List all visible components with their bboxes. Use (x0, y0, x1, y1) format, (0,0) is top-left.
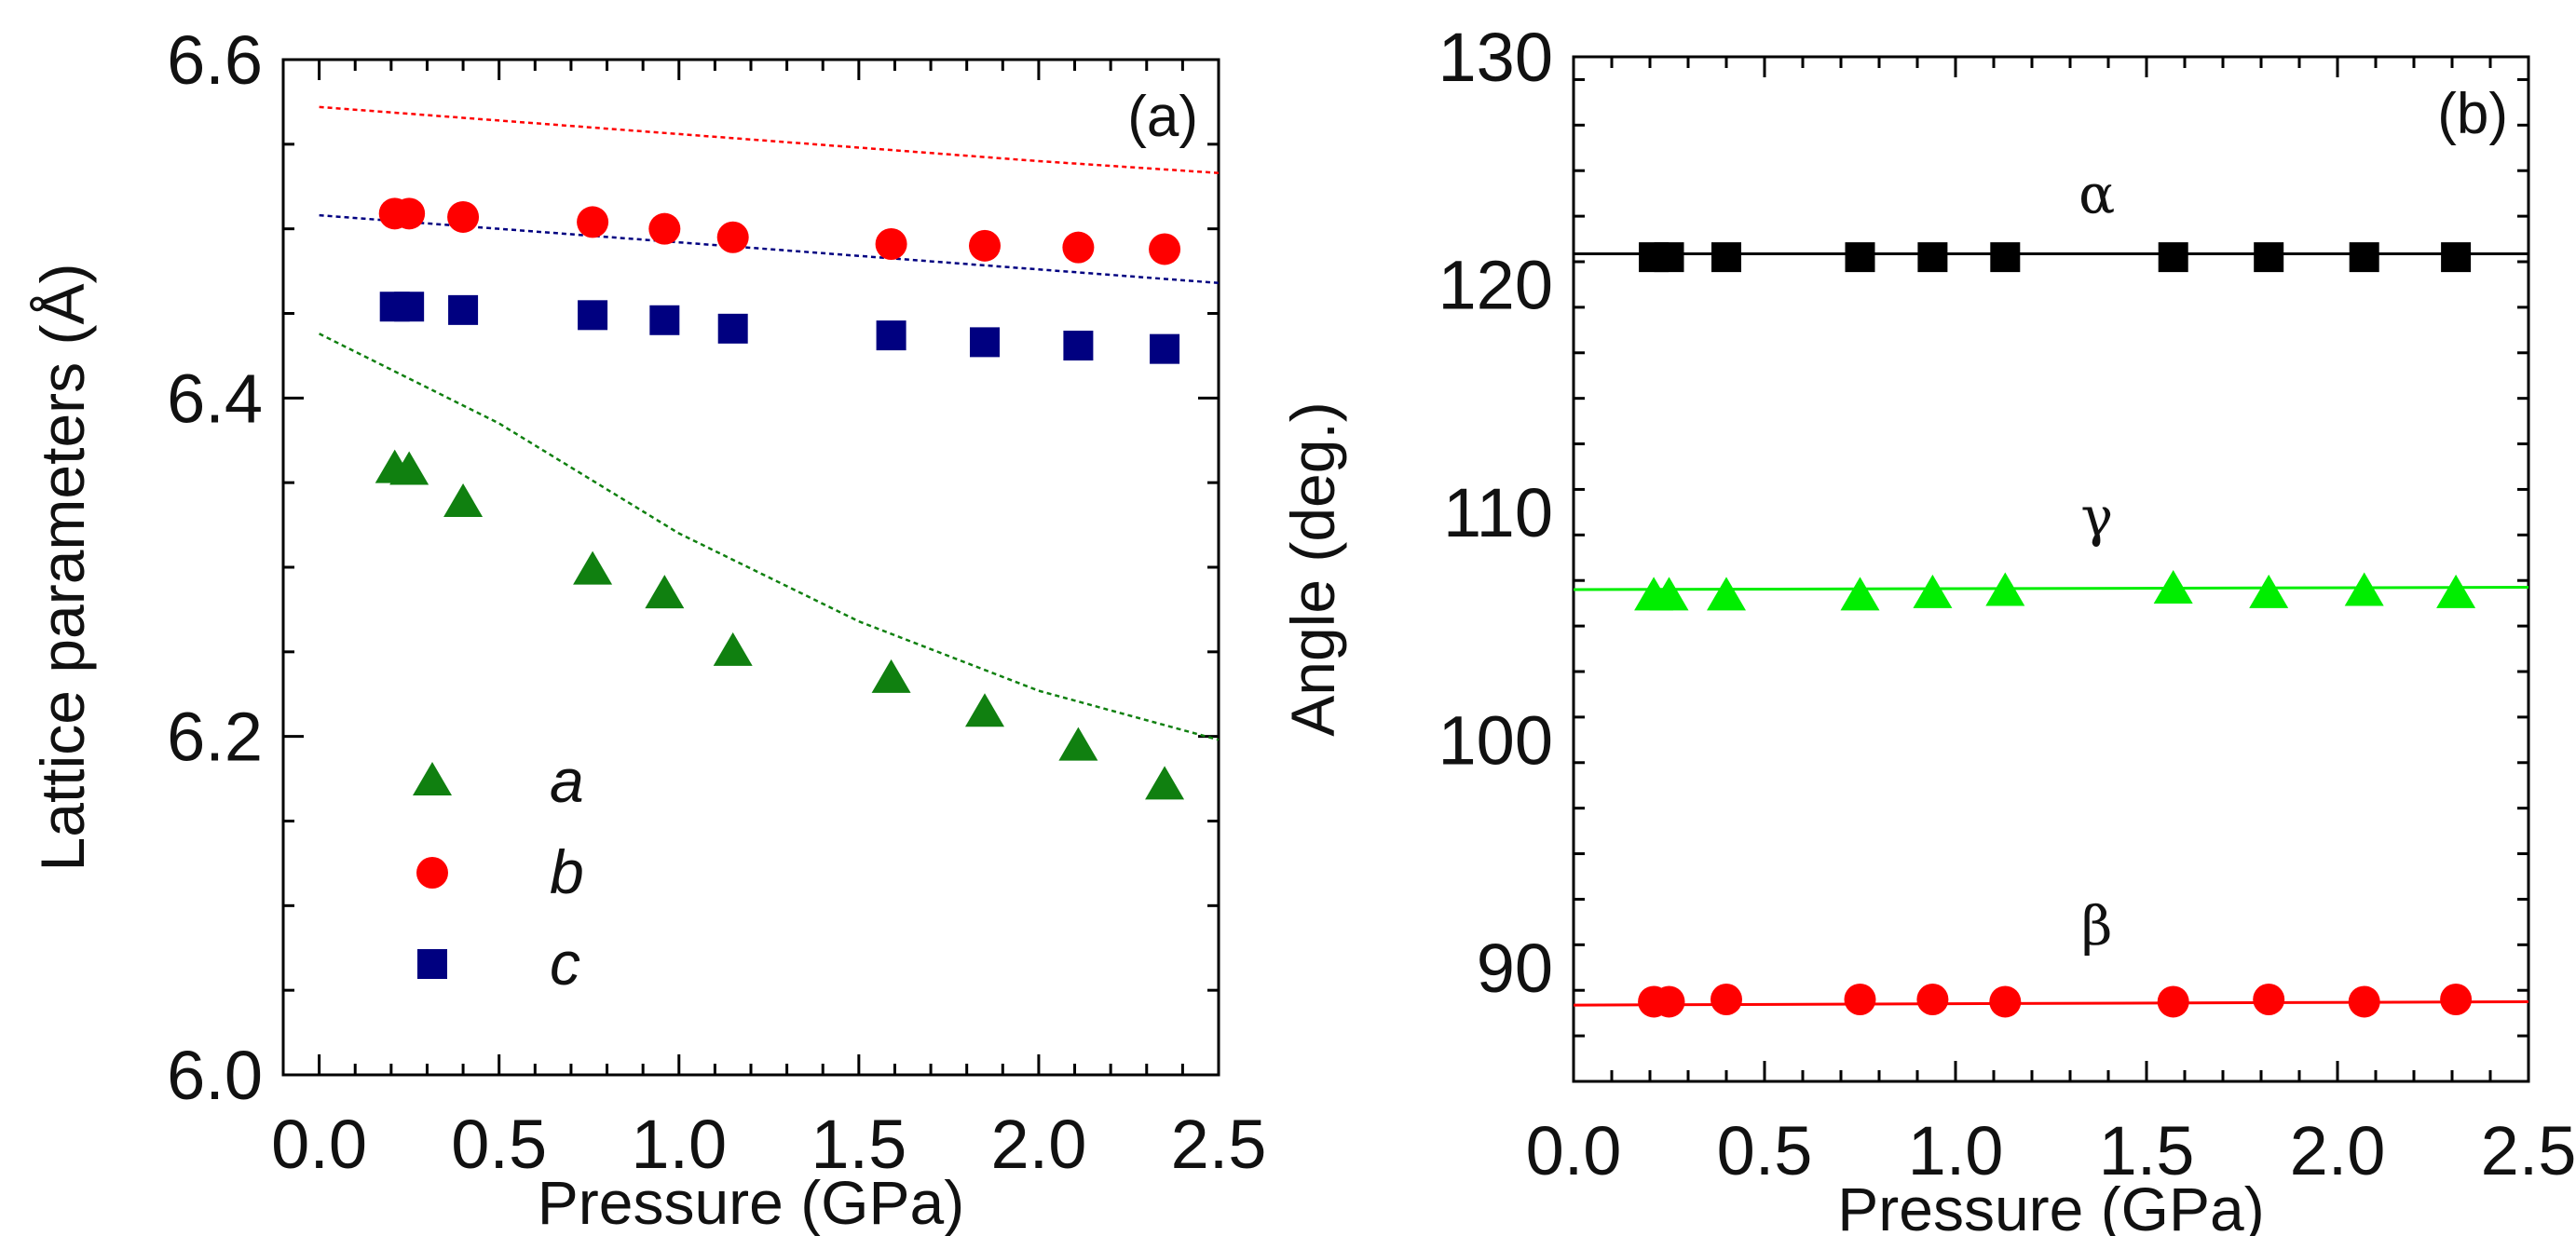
data-point-β (2440, 984, 2473, 1015)
y-tick-label: 6.6 (167, 21, 263, 99)
data-point-α (1917, 242, 1948, 273)
legend-marker-b (416, 857, 448, 889)
data-point-α (2158, 242, 2188, 273)
x-tick-label: 1.5 (811, 1106, 906, 1183)
data-point-a (713, 632, 753, 666)
y-axis-title: Angle (deg.) (1278, 401, 1347, 737)
data-point-a (443, 482, 484, 517)
plot-frame (1572, 55, 2530, 1083)
x-tick-label: 0.5 (451, 1106, 547, 1183)
data-point-b (393, 197, 426, 230)
panel-a: 0.0 0.5 1.0 1.5 2.0 2.5 6.0 6.2 6.4 6.6 Pressure (… (28, 21, 1266, 1236)
x-tick-label: 0.5 (1717, 1112, 1813, 1189)
series-label: α (2079, 162, 2115, 225)
x-tick-label: 2.5 (1171, 1106, 1267, 1183)
y-tick-label: 110 (1443, 474, 1553, 551)
data-point-β (1844, 984, 1876, 1015)
data-point-c (876, 320, 906, 351)
x-axis-title: Pressure (GPa) (1837, 1175, 2264, 1236)
panel-label: (b) (2437, 82, 2508, 146)
data-point-b (1149, 233, 1181, 265)
x-axis-title: Pressure (GPa) (538, 1168, 964, 1236)
panel-b: 0.0 0.5 1.0 1.5 2.0 2.5 90 100 110 120 130 Pressure… (1278, 19, 2576, 1236)
data-point-c (578, 300, 608, 331)
plot-frame (281, 58, 1220, 1077)
y-tick-label: 6.2 (167, 699, 263, 776)
data-point-c (394, 292, 425, 322)
x-tick-label: 1.0 (1908, 1112, 2004, 1189)
data-point-a (871, 659, 911, 693)
y-tick-label: 6.4 (167, 360, 263, 437)
y-tick-label: 90 (1477, 930, 1553, 1007)
data-point-b (875, 228, 907, 261)
data-point-b (969, 229, 1001, 262)
data-point-α (1845, 242, 1875, 273)
x-tick-label: 0.0 (271, 1106, 367, 1183)
data-point-α (2441, 242, 2472, 273)
data-point-c (1150, 333, 1180, 364)
data-point-c (649, 305, 680, 335)
data-point-β (1653, 985, 1685, 1018)
legend-label: c (550, 929, 580, 998)
fit-line-b-fit (319, 105, 1220, 174)
data-point-c (970, 327, 1000, 358)
data-point-b (1062, 231, 1095, 264)
data-point-γ (2249, 574, 2289, 608)
y-tick-label: 100 (1438, 701, 1553, 779)
data-point-a (965, 693, 1004, 727)
data-point-β (2253, 984, 2285, 1015)
data-point-b (648, 212, 681, 245)
data-point-β (1711, 984, 1742, 1015)
x-tick-label: 2.0 (990, 1106, 1086, 1183)
data-point-β (1916, 984, 1949, 1015)
data-point-a (573, 550, 613, 585)
data-point-b (577, 206, 609, 238)
legend-label: b (550, 837, 584, 906)
legend-label: a (550, 746, 584, 815)
legend-marker-a (413, 762, 452, 795)
x-tick-label: 2.5 (2481, 1112, 2576, 1189)
series-label: β (2081, 894, 2113, 958)
x-tick-label: 1.5 (2099, 1112, 2195, 1189)
data-point-a (1058, 727, 1098, 761)
data-point-α (1711, 242, 1741, 273)
data-point-a (645, 575, 685, 609)
data-point-β (1989, 985, 2022, 1018)
data-point-β (2348, 985, 2380, 1018)
y-tick-label: 120 (1438, 246, 1553, 323)
data-point-α (1654, 242, 1684, 273)
data-point-γ (1913, 574, 1953, 608)
data-point-γ (2436, 574, 2476, 608)
y-tick-label: 6.0 (167, 1037, 263, 1114)
series-label: γ (2080, 485, 2113, 549)
data-point-b (447, 200, 480, 233)
data-point-α (2349, 242, 2379, 273)
data-point-γ (2153, 570, 2193, 604)
data-point-β (2157, 985, 2189, 1018)
data-point-γ (1707, 577, 1746, 611)
y-tick-label: 130 (1438, 19, 1553, 96)
x-tick-label: 1.0 (631, 1106, 727, 1183)
data-point-c (717, 313, 748, 344)
legend-marker-c (417, 949, 447, 979)
data-point-γ (1985, 572, 2025, 606)
fit-line-γ-fit (1573, 586, 2529, 591)
data-point-γ (2344, 572, 2384, 606)
data-point-a (389, 451, 429, 485)
data-point-c (1063, 331, 1094, 361)
x-tick-label: 2.0 (2290, 1112, 2386, 1189)
x-tick-label: 0.0 (1526, 1112, 1622, 1189)
fit-line-a-fit (319, 333, 1220, 741)
data-point-c (448, 294, 479, 325)
panel-label: (a) (1127, 85, 1198, 149)
data-point-a (1145, 766, 1185, 800)
data-point-α (2254, 242, 2284, 273)
data-point-γ (1649, 577, 1689, 611)
data-point-b (716, 221, 749, 253)
data-point-γ (1840, 577, 1880, 611)
y-axis-title: Lattice parameters (Å) (28, 264, 97, 872)
data-point-α (1990, 242, 2021, 273)
